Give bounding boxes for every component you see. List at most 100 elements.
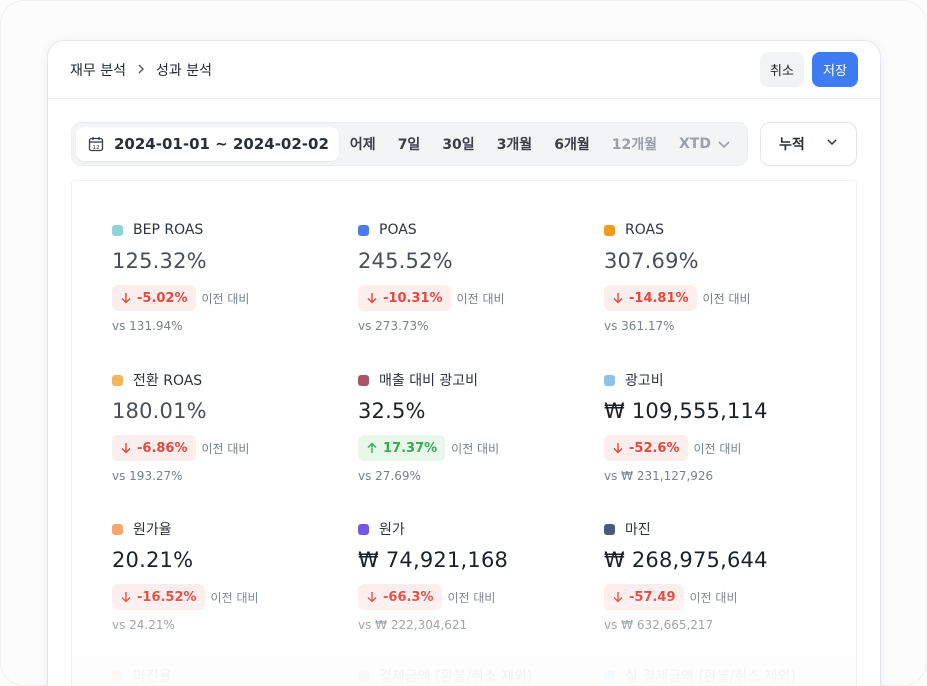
compare-label: 이전 대비 [447,590,496,605]
arrow-up-icon [366,442,378,454]
previous-value: vs ₩ 632,665,217 [604,618,714,632]
arrow-down-icon [366,292,378,304]
change-badge: -52.6% [604,435,688,461]
xtd-label: XTD [678,136,711,152]
arrow-down-icon [612,591,624,603]
metric-value: ₩ 109,555,114 [604,399,768,423]
compare-label: 이전 대비 [210,590,259,605]
metric-name: 마진 [625,522,651,538]
legend-swatch [604,523,615,535]
metric-name: ROAS [625,222,664,238]
legend-swatch [604,224,615,236]
metric-card: 매출 대비 광고비 32.5% 17.37% 이전 대비 vs 27.69% [358,371,598,483]
change-value: -66.3% [383,589,434,605]
change-badge: -57.49 [604,584,684,610]
metric-change: -16.52% 이전 대비 [112,584,352,610]
performance-panel: 재무 분석 성과 분석 취소 저장 12 [48,41,880,686]
arrow-down-icon [612,292,624,304]
previous-value: vs 24.21% [112,618,175,632]
date-range-picker[interactable]: 12 2024-01-01 ~ 2024-02-02 [76,127,339,161]
metric-label: 매출 대비 광고비 [358,371,598,389]
previous-value: vs ₩ 222,304,621 [358,618,468,632]
metric-change: -5.02% 이전 대비 [112,285,352,311]
metric-card: 마진 ₩ 268,975,644 -57.49 이전 대비 vs ₩ 632,665,2… [604,520,844,632]
metric-name: 실 결제금액 (환불/취소 제외) [625,669,796,685]
breadcrumb: 재무 분석 성과 분석 [70,60,212,80]
metric-card: 전환 ROAS 180.01% -6.86% 이전 대비 vs 193.27% [112,371,352,483]
cancel-button[interactable]: 취소 [760,52,804,87]
metric-value: 307.69% [604,249,699,273]
aggregation-select[interactable]: 누적 [760,122,857,166]
metric-name: 마진율 [133,669,172,685]
change-value: -10.31% [383,290,443,306]
previous-value: vs ₩ 231,127,926 [604,469,714,483]
metric-change: -52.6% 이전 대비 [604,435,844,461]
range-selector: 12 2024-01-01 ~ 2024-02-02 어제 7일 30일 3개월… [71,122,748,166]
metric-card: BEP ROAS 125.32% -5.02% 이전 대비 vs 131.94% [112,221,352,333]
compare-label: 이전 대비 [456,291,505,306]
previous-value: vs 273.73% [358,319,429,333]
breadcrumb-parent[interactable]: 재무 분석 [70,62,126,79]
arrow-down-icon [120,442,132,454]
compare-label: 이전 대비 [702,291,751,306]
metric-change: -14.81% 이전 대비 [604,285,844,311]
change-value: -52.6% [629,440,680,456]
header-actions: 취소 저장 [760,52,858,87]
legend-swatch [604,374,615,386]
metric-name: 원가 [379,522,405,538]
metric-value: 125.32% [112,249,207,273]
metric-card: 결제금액 (환불/취소 제외) [358,667,598,685]
range-option-12m: 12개월 [611,137,657,153]
change-badge: -5.02% [112,285,196,311]
range-option-xtd[interactable]: XTD [668,127,742,161]
metric-change: -66.3% 이전 대비 [358,584,598,610]
change-value: -5.02% [137,290,188,306]
legend-swatch [358,374,369,386]
metric-card: 실 결제금액 (환불/취소 제외) [604,667,844,685]
legend-swatch [358,523,369,535]
arrow-down-icon [612,442,624,454]
compare-label: 이전 대비 [693,441,742,456]
previous-value: vs 27.69% [358,469,421,483]
range-option-7d[interactable]: 7일 [397,137,421,153]
metric-name: BEP ROAS [133,222,204,238]
previous-value: vs 131.94% [112,319,183,333]
range-option-6m[interactable]: 6개월 [554,137,590,153]
change-badge: -16.52% [112,584,205,610]
change-value: 17.37% [383,440,438,456]
aggregation-value: 누적 [779,137,805,153]
arrow-down-icon [120,591,132,603]
metric-label: ROAS [604,221,844,239]
range-option-30d[interactable]: 30일 [442,137,475,153]
metric-change: 17.37% 이전 대비 [358,435,598,461]
range-option-yesterday[interactable]: 어제 [349,137,376,153]
panel-header: 재무 분석 성과 분석 취소 저장 [48,41,880,99]
save-button[interactable]: 저장 [812,52,858,87]
metric-value: 20.21% [112,548,194,572]
metric-name: 결제금액 (환불/취소 제외) [379,669,533,685]
arrow-down-icon [120,292,132,304]
chevron-right-icon [136,62,146,78]
metric-label: 마진 [604,520,844,538]
range-option-3m[interactable]: 3개월 [496,137,533,153]
metric-label: 실 결제금액 (환불/취소 제외) [604,667,844,685]
legend-swatch [604,670,615,682]
calendar-icon: 12 [88,136,104,152]
legend-swatch [358,670,369,682]
change-value: -57.49 [629,589,676,605]
metric-value: 180.01% [112,399,207,423]
change-value: -14.81% [629,290,689,306]
metric-card: 원가율 20.21% -16.52% 이전 대비 vs 24.21% [112,520,352,632]
metric-name: POAS [379,222,417,238]
metric-label: BEP ROAS [112,221,352,239]
change-badge: -14.81% [604,285,697,311]
metric-card: POAS 245.52% -10.31% 이전 대비 vs 273.73% [358,221,598,333]
metric-card: 광고비 ₩ 109,555,114 -52.6% 이전 대비 vs ₩ 231,127,… [604,371,844,483]
arrow-down-icon [366,591,378,603]
breadcrumb-current: 성과 분석 [155,62,212,79]
compare-label: 이전 대비 [201,291,250,306]
legend-swatch [112,670,123,682]
chevron-down-icon [717,137,731,151]
change-value: -16.52% [137,589,197,605]
chevron-down-icon [826,136,838,152]
